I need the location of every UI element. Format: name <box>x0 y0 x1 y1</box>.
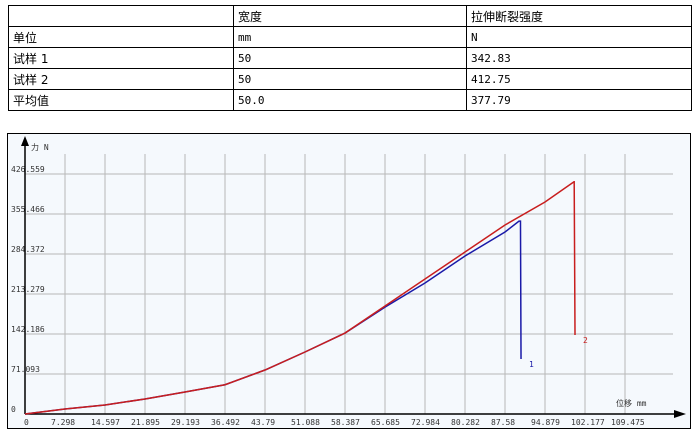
x-tick-label: 109.475 <box>611 418 645 427</box>
cell: mm <box>233 26 467 48</box>
cell: 377.79 <box>466 89 692 111</box>
cell: 单位 <box>8 26 234 48</box>
series-line-2 <box>24 181 576 415</box>
y-tick-label: 213.279 <box>11 285 45 294</box>
y-tick-label: 0 <box>11 405 16 414</box>
x-tick-label: 43.79 <box>251 418 275 427</box>
cell: 50.0 <box>233 89 467 111</box>
results-table: 宽度 拉伸断裂强度 单位 mm N 试样 1 50 342.83 试样 2 50… <box>8 5 692 111</box>
x-tick-label: 65.685 <box>371 418 400 427</box>
x-tick-label: 0 <box>24 418 29 427</box>
x-axis-arrow-icon <box>674 410 686 418</box>
chart-svg: 0 7.298 14.597 21.895 29.193 36.492 43.79 51.08… <box>11 136 686 427</box>
table-header-row: 宽度 拉伸断裂强度 <box>8 5 692 27</box>
x-tick-label: 102.177 <box>571 418 605 427</box>
header-cell <box>8 5 234 27</box>
table-row: 试样 2 50 412.75 <box>8 68 692 90</box>
header-cell: 拉伸断裂强度 <box>466 5 692 27</box>
y-axis-arrow-icon <box>21 136 29 146</box>
force-displacement-chart: 0 7.298 14.597 21.895 29.193 36.492 43.79 51.08… <box>7 133 691 429</box>
cell: 412.75 <box>466 68 692 90</box>
x-tick-label: 58.387 <box>331 418 360 427</box>
x-tick-label: 7.298 <box>51 418 75 427</box>
y-tick-label: 284.372 <box>11 245 45 254</box>
y-tick-label: 426.559 <box>11 165 45 174</box>
x-tick-label: 21.895 <box>131 418 160 427</box>
cell: 试样 1 <box>8 47 234 69</box>
x-tick-label: 72.984 <box>411 418 440 427</box>
header-cell: 宽度 <box>233 5 467 27</box>
x-tick-label: 29.193 <box>171 418 200 427</box>
y-tick-label: 355.466 <box>11 205 45 214</box>
cell: N <box>466 26 692 48</box>
x-tick-label: 51.088 <box>291 418 320 427</box>
cell: 342.83 <box>466 47 692 69</box>
y-axis-label: 力 N <box>31 142 49 152</box>
cell: 50 <box>233 68 467 90</box>
x-tick-label: 36.492 <box>211 418 240 427</box>
x-tick-label: 80.282 <box>451 418 480 427</box>
y-tick-label: 142.186 <box>11 325 45 334</box>
series-label-2: 2 <box>583 336 588 345</box>
x-tick-label: 87.58 <box>491 418 515 427</box>
cell: 50 <box>233 47 467 69</box>
series-line-1 <box>24 220 522 415</box>
cell: 试样 2 <box>8 68 234 90</box>
series-label-1: 1 <box>529 360 534 369</box>
x-axis-label: 位移 mm <box>616 398 647 408</box>
table-row: 试样 1 50 342.83 <box>8 47 692 69</box>
table-row: 单位 mm N <box>8 26 692 48</box>
cell: 平均值 <box>8 89 234 111</box>
x-tick-label: 94.879 <box>531 418 560 427</box>
x-tick-label: 14.597 <box>91 418 120 427</box>
table-row: 平均值 50.0 377.79 <box>8 89 692 111</box>
